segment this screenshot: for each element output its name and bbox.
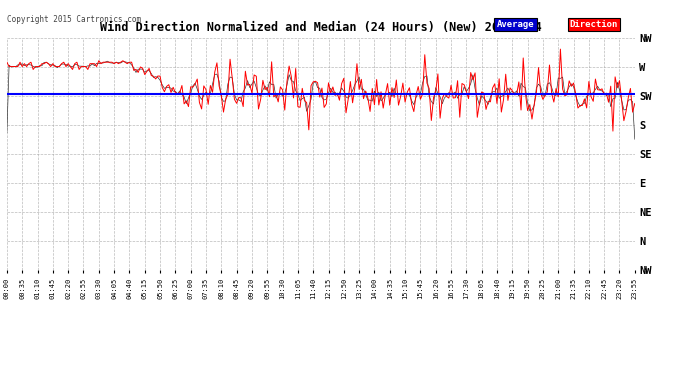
Text: Direction: Direction bbox=[570, 20, 618, 29]
Text: Copyright 2015 Cartronics.com: Copyright 2015 Cartronics.com bbox=[7, 15, 141, 24]
Text: Average: Average bbox=[497, 20, 534, 29]
Title: Wind Direction Normalized and Median (24 Hours) (New) 20150114: Wind Direction Normalized and Median (24… bbox=[100, 21, 542, 33]
